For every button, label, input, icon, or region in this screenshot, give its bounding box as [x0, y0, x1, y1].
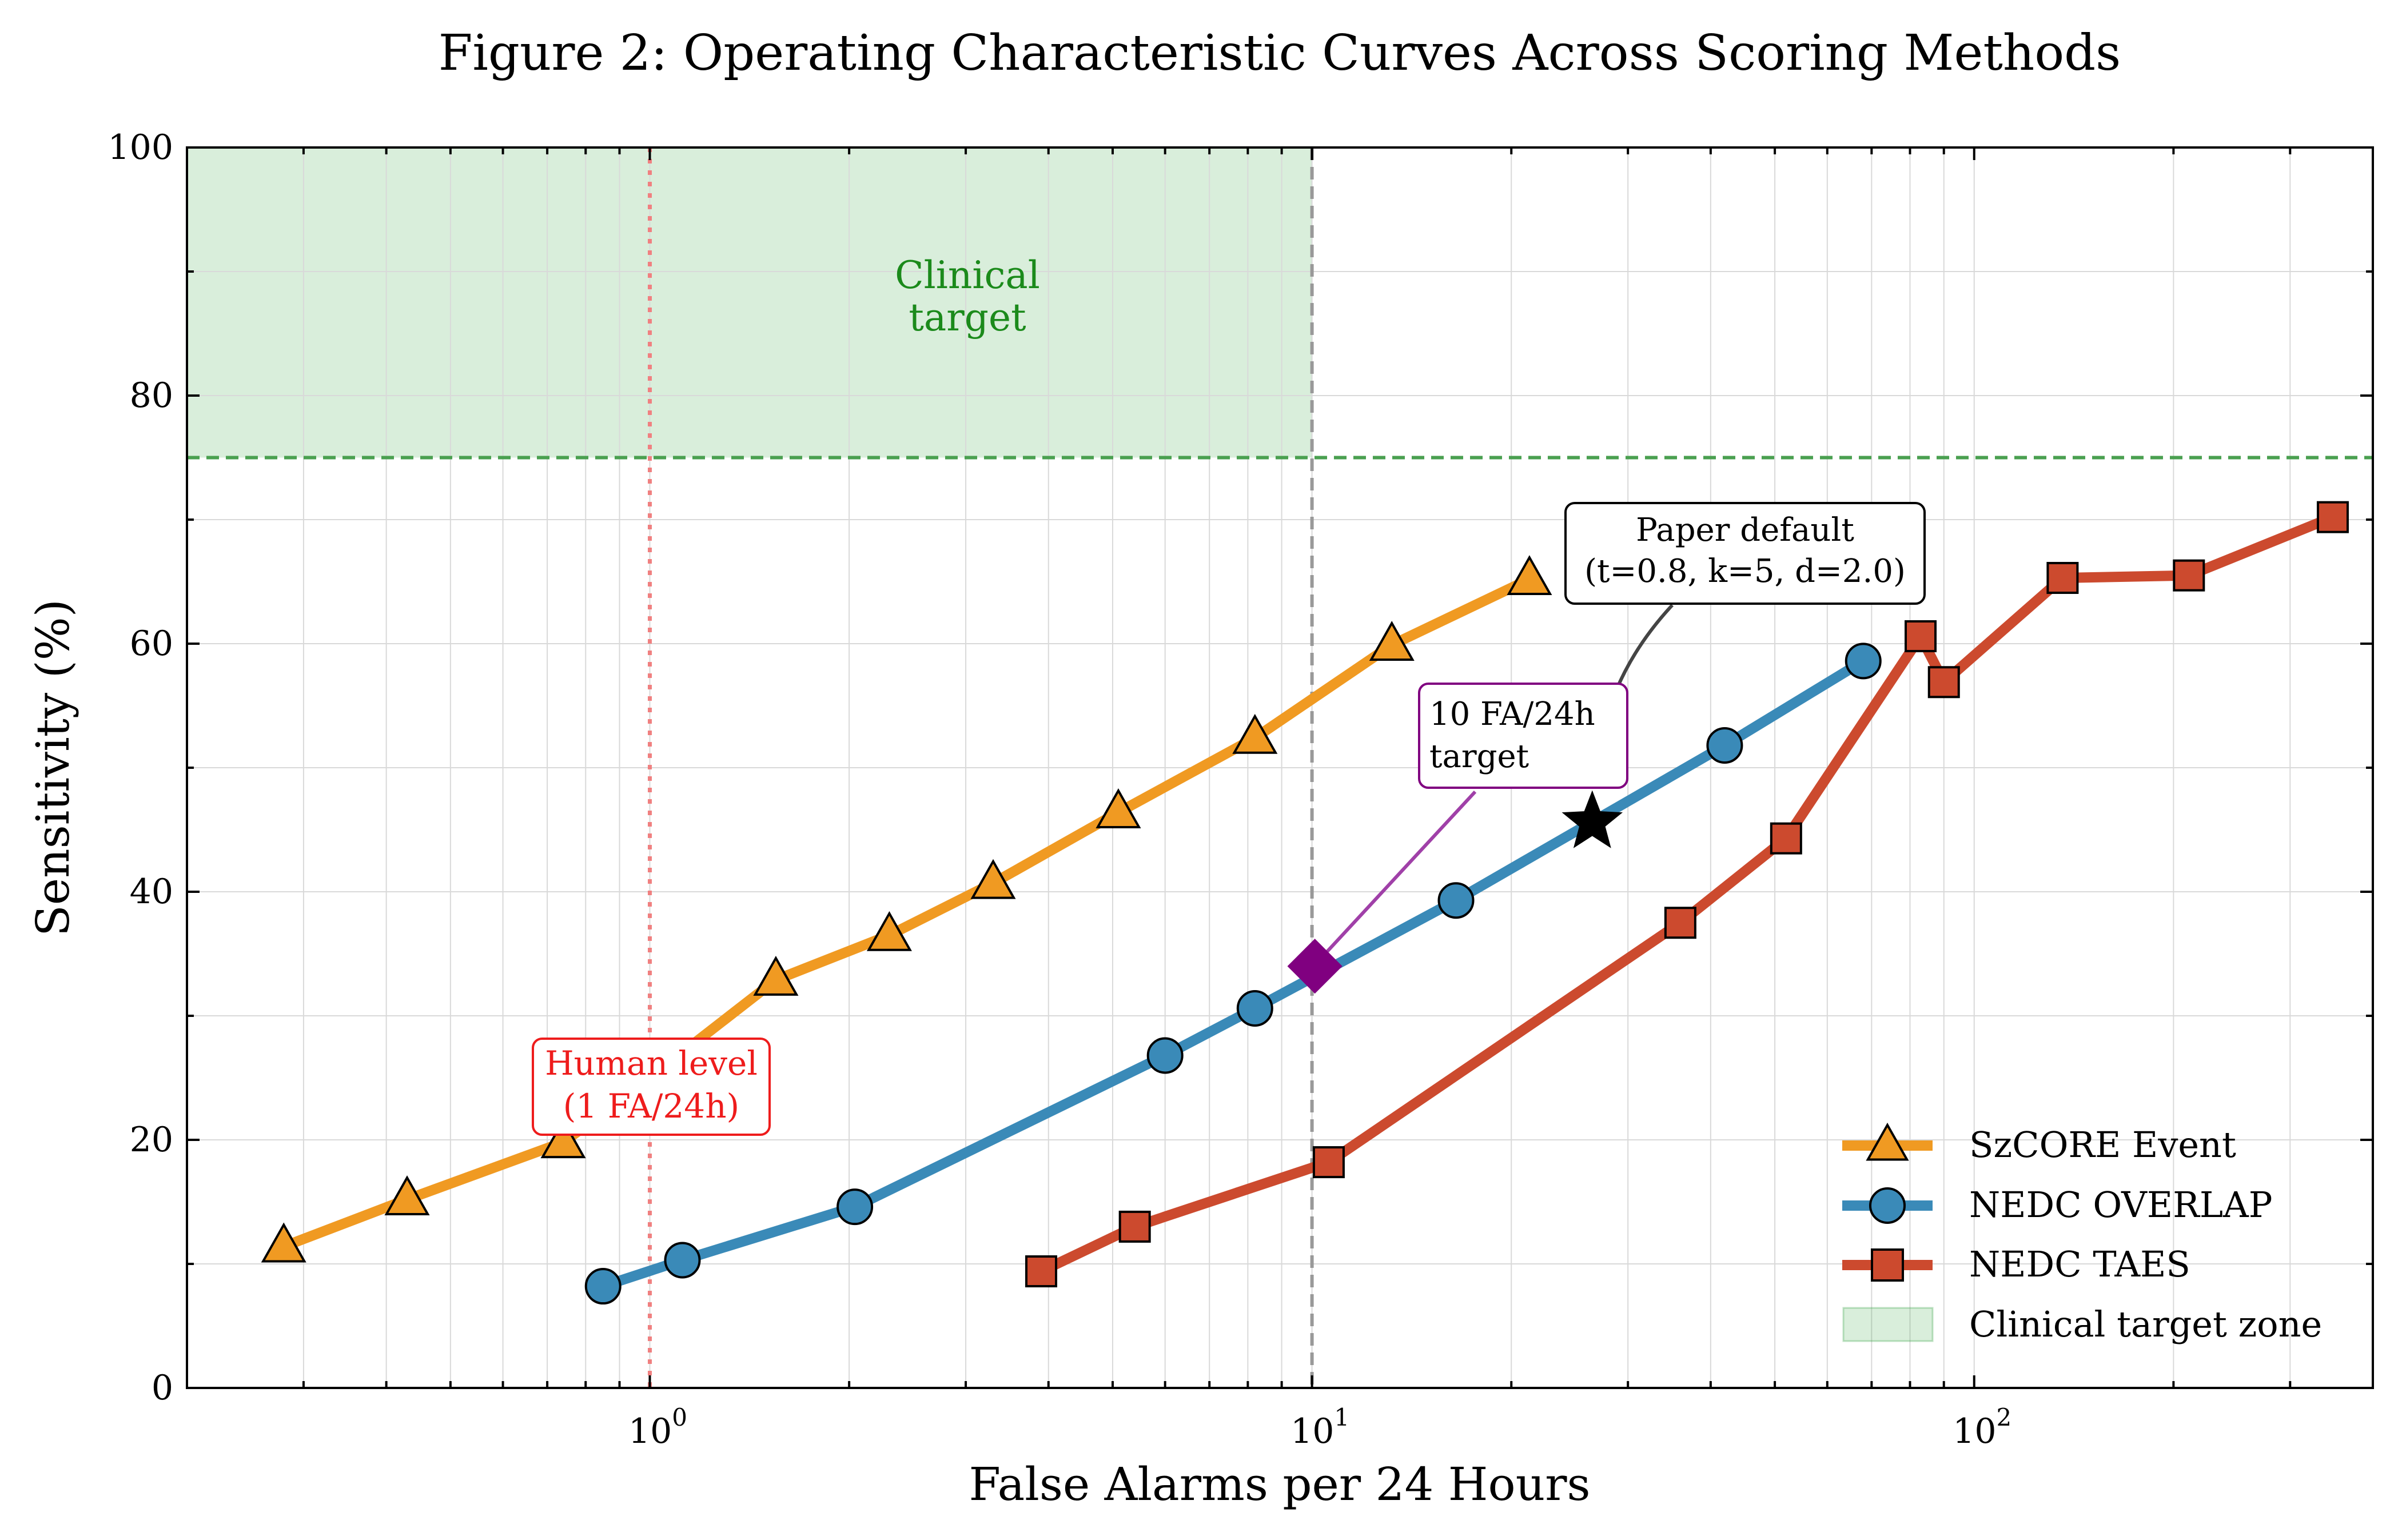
x-tick-label-100: 102 [1953, 1403, 2011, 1451]
annotations: Human level (1 FA/24h) 10 FA/24h target … [532, 502, 1926, 1136]
series-2-point [1770, 822, 1802, 855]
clinical-target-label-line1: Clinical [895, 253, 1040, 297]
x-tick-exp-1: 0 [672, 1403, 687, 1431]
fa-target-label-line2: target [1429, 738, 1529, 775]
series-0-point [1369, 621, 1415, 661]
paper-default-label-line2: (t=0.8, k=5, d=2.0) [1584, 553, 1906, 590]
y-tick-label-0: 0 [152, 1368, 173, 1408]
legend-entry-overlap: NEDC OVERLAP [1842, 1184, 2272, 1226]
series-2-point [2173, 559, 2205, 592]
series-0-point [261, 1222, 306, 1263]
series-2-point [1118, 1210, 1151, 1243]
series-line-2 [1036, 512, 2338, 1277]
series-1-point [1437, 882, 1475, 919]
legend: SzCORE Event NEDC OVERLAP NEDC TAES Clin… [1842, 1122, 2322, 1345]
y-tick-labels: 0 20 40 60 80 100 [107, 127, 173, 1408]
y-tick-label-20: 20 [130, 1120, 173, 1160]
fa-target-box [1418, 683, 1628, 789]
y-tick-label-100: 100 [107, 127, 173, 167]
legend-label-szcore: SzCORE Event [1969, 1124, 2236, 1166]
series-2-point [2316, 501, 2349, 533]
series-2-point [1927, 666, 1960, 699]
series-2-point [1905, 620, 1937, 652]
series-2-point [1312, 1146, 1345, 1179]
x-tick-exp-100: 2 [1997, 1403, 2012, 1431]
series-2-point [1025, 1255, 1058, 1288]
chart-title: Figure 2: Operating Characteristic Curve… [439, 25, 2121, 82]
x-tick-exp-10: 1 [1334, 1403, 1349, 1431]
series-0-point [866, 911, 912, 951]
series-0-point [1096, 788, 1141, 828]
paper-default-star [1562, 790, 1623, 848]
x-tick-labels: 100 101 102 [628, 1403, 2011, 1451]
series-1-point [836, 1188, 874, 1226]
y-tick-label-60: 60 [130, 624, 173, 664]
legend-entry-taes: NEDC TAES [1842, 1243, 2190, 1285]
series-1-point [1236, 990, 1273, 1027]
y-tick-label-80: 80 [130, 376, 173, 416]
series-2-point [1664, 907, 1696, 939]
series-1-point [584, 1268, 622, 1305]
series-line-1 [597, 656, 1869, 1292]
human-level-box [532, 1038, 771, 1136]
ticks [187, 146, 2373, 1389]
x-tick-label-10: 101 [1290, 1403, 1349, 1451]
legend-label-taes: NEDC TAES [1969, 1243, 2190, 1285]
legend-label-overlap: NEDC OVERLAP [1969, 1184, 2272, 1226]
x-tick-base-1: 10 [628, 1411, 672, 1451]
series-0-point [970, 859, 1016, 899]
legend-swatch-zone [1842, 1307, 1934, 1342]
x-tick-label-1: 100 [628, 1403, 687, 1451]
series-2-point [2046, 561, 2079, 594]
clinical-target-label-line2: target [909, 296, 1026, 340]
x-tick-base-10: 10 [1290, 1411, 1334, 1451]
series-0-point [753, 956, 799, 996]
series-1-point [1146, 1037, 1184, 1074]
legend-entry-szcore: SzCORE Event [1842, 1122, 2236, 1166]
series-1-point [664, 1242, 701, 1279]
legend-label-zone: Clinical target zone [1969, 1303, 2322, 1345]
y-axis-label: Sensitivity (%) [26, 599, 79, 936]
series-0-point [1507, 555, 1552, 595]
series-0-point [1232, 713, 1278, 754]
human-level-label-line2: (1 FA/24h) [563, 1087, 739, 1126]
clinical-target-zone [187, 147, 1312, 458]
series-0-point [540, 1118, 586, 1159]
paper-default-box [1564, 502, 1926, 605]
x-tick-base-100: 10 [1953, 1411, 1996, 1451]
series-0-point [384, 1175, 430, 1215]
series-1-point [1706, 727, 1743, 764]
legend-marker-szcore [1866, 1122, 1909, 1161]
fa-target-arrow [1325, 790, 1477, 954]
legend-entry-zone: Clinical target zone [1842, 1303, 2322, 1345]
paper-default-label-line1: Paper default [1636, 512, 1854, 549]
x-axis-label: False Alarms per 24 Hours [969, 1458, 1590, 1511]
fa-target-label-line1: 10 FA/24h [1429, 696, 1595, 733]
legend-marker-overlap [1869, 1187, 1906, 1224]
series-layer [261, 501, 2349, 1305]
legend-marker-taes [1871, 1248, 1904, 1282]
y-tick-label-40: 40 [130, 872, 173, 912]
human-level-label-line1: Human level [545, 1044, 758, 1083]
series-1-point [1845, 643, 1882, 680]
